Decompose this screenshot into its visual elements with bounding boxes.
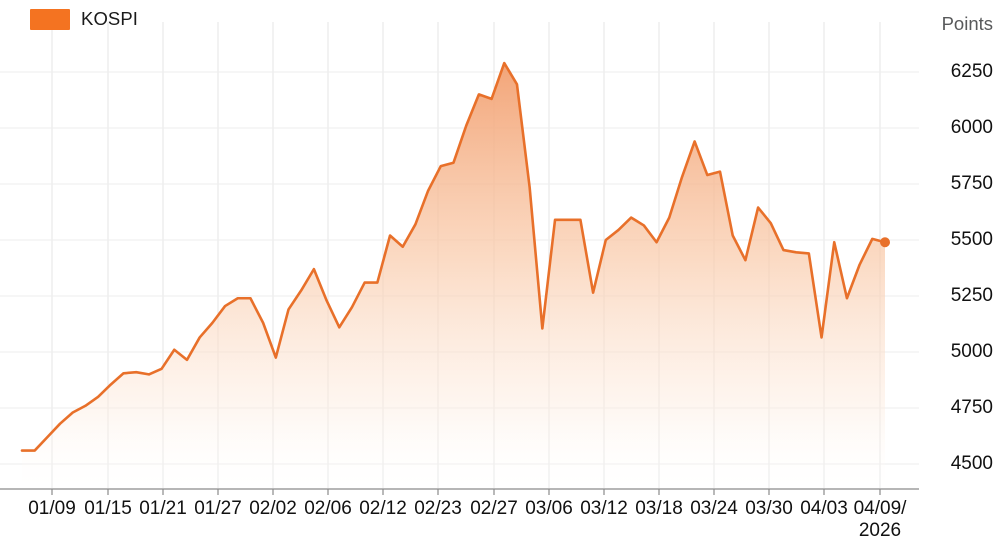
x-tick-label: 02/12 [359, 498, 407, 519]
x-tick-label: 01/21 [139, 498, 187, 519]
y-tick-label: 5000 [950, 341, 993, 362]
x-tick-year-label: 2026 [858, 519, 902, 541]
x-tick-label: 02/23 [414, 498, 462, 519]
y-tick-label: 4750 [950, 397, 993, 418]
x-tick-label: 02/27 [470, 498, 518, 519]
series-area-fill [22, 63, 885, 489]
y-tick-label: 4500 [950, 453, 993, 474]
y-tick-label: 5500 [950, 229, 993, 250]
series-line-kospi [20, 61, 887, 452]
x-tick-label: 03/18 [635, 498, 683, 519]
y-axis-unit-label: Points [941, 13, 993, 34]
x-tick-label: 03/06 [525, 498, 573, 519]
last-data-point-marker[interactable] [880, 237, 890, 248]
y-tick-label: 5250 [950, 285, 993, 306]
x-tick-label: 04/09/2026 [853, 498, 907, 541]
legend-label-kospi: KOSPI [81, 8, 139, 29]
x-tick-label: 04/03 [800, 498, 848, 519]
x-tick-label: 01/27 [194, 498, 242, 519]
y-tick-label: 6250 [950, 61, 993, 82]
x-tick-label: 03/12 [580, 498, 628, 519]
x-tick-label: 03/30 [745, 498, 793, 519]
x-tick-label: 01/15 [84, 498, 132, 519]
y-tick-label: 6000 [950, 117, 993, 138]
x-tick-label: 02/06 [304, 498, 352, 519]
x-axis [0, 488, 919, 495]
x-tick-label: 03/24 [690, 498, 738, 519]
x-tick-label: 01/09 [28, 498, 76, 519]
y-tick-label: 5750 [950, 173, 993, 194]
legend-swatch-kospi[interactable] [30, 8, 70, 30]
x-tick-label: 02/02 [249, 498, 297, 519]
chart-legend: KOSPI [30, 8, 138, 30]
